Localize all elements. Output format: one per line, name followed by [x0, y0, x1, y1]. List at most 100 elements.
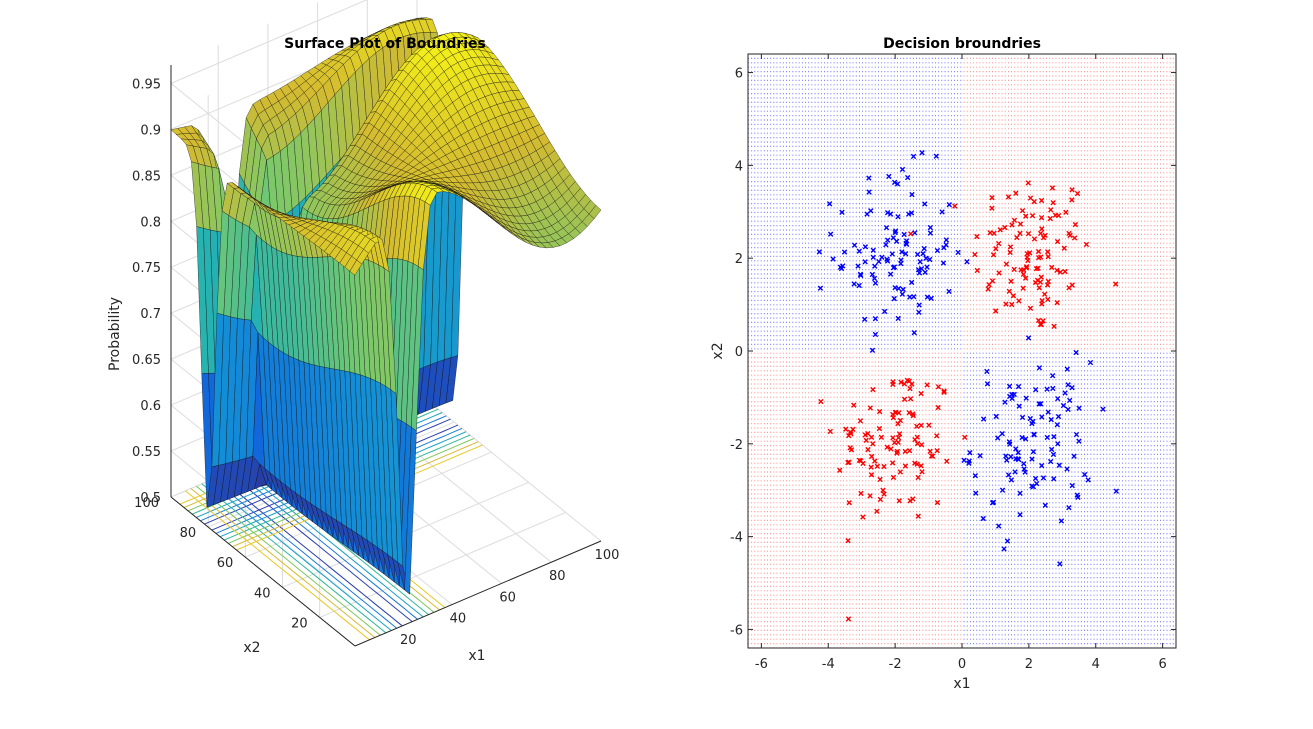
surface-x-tick-label: 20 [400, 633, 417, 648]
data-point [973, 490, 979, 496]
data-point [993, 245, 999, 252]
data-point [1041, 291, 1048, 298]
data-point [895, 435, 902, 441]
data-point [918, 463, 924, 469]
data-point [1056, 462, 1063, 468]
data-point [846, 459, 852, 465]
data-point [1025, 231, 1032, 237]
data-point [919, 469, 925, 475]
data-point [1031, 199, 1037, 205]
data-point [841, 249, 848, 255]
data-point [1039, 226, 1045, 232]
surface-tick-labels: 20406080100204060801000.50.550.60.650.70… [132, 77, 619, 647]
surface-z-tick-label: 0.65 [132, 353, 161, 368]
data-point [984, 368, 990, 375]
data-point [876, 425, 883, 432]
data-point [851, 242, 858, 248]
data-point [918, 265, 925, 272]
data-point [916, 309, 922, 315]
data-point [1069, 187, 1075, 193]
surface-y-tick-label: 100 [134, 496, 159, 511]
data-point [927, 448, 933, 455]
data-point [890, 264, 897, 271]
surface-patch [588, 205, 602, 219]
data-point [886, 173, 892, 180]
data-point [916, 302, 922, 308]
data-point [1045, 253, 1051, 260]
data-point [941, 389, 947, 396]
data-point [1074, 492, 1080, 498]
data-point [990, 499, 997, 505]
data-point [1002, 399, 1008, 405]
data-point [855, 263, 861, 269]
data-point [903, 238, 910, 244]
data-point [921, 245, 927, 252]
data-point [1017, 230, 1023, 237]
data-point [990, 252, 997, 258]
data-point [927, 224, 934, 231]
data-point [884, 258, 891, 264]
data-point [1069, 197, 1075, 203]
data-point [904, 174, 911, 181]
data-point [843, 426, 849, 432]
data-point [993, 413, 999, 420]
data-point [898, 379, 904, 385]
data-point [1054, 422, 1061, 428]
data-point [884, 237, 891, 243]
surface-x-tick-label: 80 [549, 569, 566, 584]
data-point [1021, 466, 1027, 472]
data-point [996, 523, 1002, 529]
data-point [1019, 434, 1025, 441]
surface-y-tick-label: 80 [180, 526, 197, 541]
data-point [923, 255, 929, 261]
data-point [911, 329, 917, 336]
data-point [1011, 217, 1018, 224]
data-point [866, 175, 872, 181]
data-point [846, 499, 852, 506]
data-point [952, 203, 958, 209]
data-point [858, 490, 864, 497]
data-point [989, 278, 996, 284]
decision-plot: -6 -4 -2 0 2 4 6 -6 -4 -2 0 2 4 6 Decision broundries… [710, 36, 1177, 692]
data-point [1035, 265, 1041, 271]
data-point [906, 410, 912, 416]
data-point [934, 447, 940, 454]
data-point [984, 381, 991, 387]
data-point [1004, 538, 1011, 544]
data-point [946, 201, 952, 208]
data-point [1047, 215, 1053, 222]
data-point [924, 382, 930, 388]
x-tick-label: 2 [1025, 657, 1033, 672]
data-point [1073, 349, 1079, 356]
data-point [1039, 301, 1045, 307]
data-point [837, 264, 844, 270]
data-point [901, 231, 907, 238]
data-point [1036, 401, 1042, 407]
data-point [872, 458, 878, 464]
data-point [1007, 244, 1014, 250]
data-point [943, 242, 949, 248]
surface-xlabel: x1 [468, 648, 485, 664]
data-point [1027, 305, 1034, 312]
data-point [1054, 267, 1060, 273]
data-point [1029, 420, 1035, 427]
data-point [900, 286, 906, 293]
data-point [860, 514, 866, 520]
data-point [1071, 235, 1078, 241]
data-point [1035, 248, 1042, 255]
data-point [887, 271, 894, 277]
data-point [1057, 269, 1064, 275]
data-point [861, 316, 868, 323]
data-point [1076, 405, 1082, 411]
data-point [890, 381, 896, 388]
data-point [887, 211, 894, 217]
data-point [1003, 301, 1009, 307]
x-tick-label: -2 [889, 657, 902, 672]
x-tick-label: -6 [755, 657, 768, 672]
data-point [1017, 221, 1024, 227]
data-point [888, 446, 894, 452]
data-point [1045, 249, 1051, 255]
surface-y-tick-label: 60 [217, 556, 234, 571]
data-point [904, 377, 911, 384]
data-point [1113, 281, 1119, 287]
